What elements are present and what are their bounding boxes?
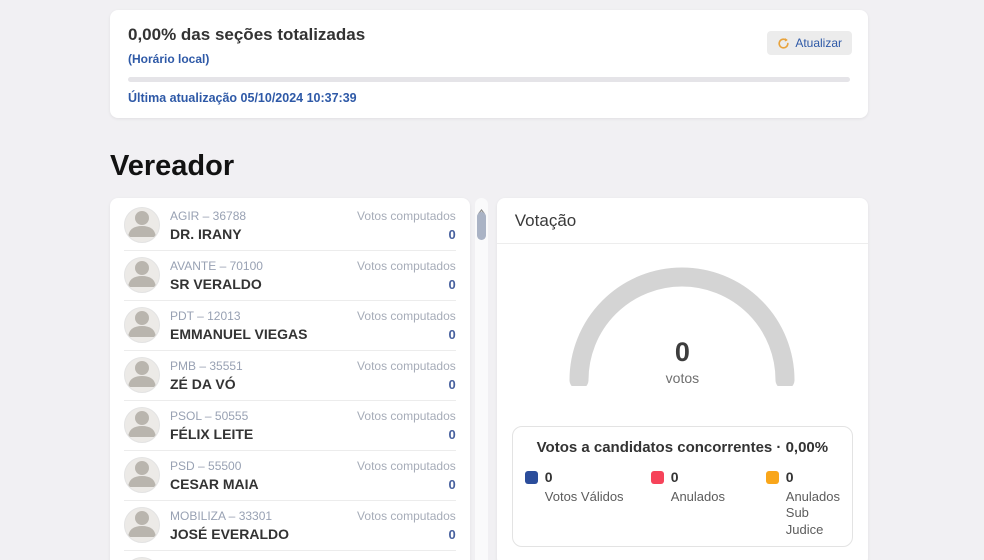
person-icon [125,508,159,542]
votes-computed-value: 0 [448,476,456,492]
anulados-sub-judice-swatch [765,471,779,484]
sections-progress-bar [128,77,850,82]
candidate-party-number: PSD – 55500 [170,458,242,473]
local-time-label: (Horário local) [128,52,210,66]
candidate-name: SR VERALDO [170,275,262,292]
sections-totalized-title: 0,00% das seções totalizadas [128,25,366,44]
candidate-row[interactable]: PSD – 55500 CESAR MAIA Votos computados … [124,451,456,501]
votes-computed-label: Votos computados [357,308,456,323]
legend-item-votos-validos: 0 Votos Válidos [524,469,651,538]
candidate-name: ZÉ DA VÓ [170,375,236,392]
candidate-party-number: MOBILIZA – 33301 [170,508,273,523]
anulados-value: 0 [670,469,679,485]
gauge-votes-value: 0 [674,337,690,367]
legend-item-anulados-sub-judice: 0 Anulados Sub Judice [765,469,840,538]
refresh-icon [777,37,790,50]
candidate-row[interactable]: PDT – 12013 EMMANUEL VIEGAS Votos comput… [124,301,456,351]
candidate-name: EMMANUEL VIEGAS [170,325,308,342]
refresh-button-label: Atualizar [795,36,842,50]
votes-computed-value: 0 [448,376,456,392]
votos-validos-swatch [524,471,538,484]
votes-computed-label: Votos computados [357,258,456,273]
person-icon [125,208,159,242]
candidate-row[interactable]: PSOL – 50555 FÉLIX LEITE Votos computado… [124,401,456,451]
anulados-swatch [650,471,664,484]
votes-computed-label: Votos computados [357,208,456,223]
candidate-party-number: PDT – 12013 [170,308,241,323]
person-icon [125,408,159,442]
candidate-party-number: AGIR – 36788 [170,208,247,223]
scroll-up-arrow-icon[interactable] [477,202,485,215]
votes-computed-label: Votos computados [357,508,456,523]
candidate-list: AGIR – 36788 DR. IRANY Votos computados … [110,198,470,560]
votos-validos-value: 0 [544,469,553,485]
refresh-button[interactable]: Atualizar [767,31,852,55]
person-icon [125,308,159,342]
votes-gauge: 0 votos [567,266,797,390]
candidate-row[interactable]: AGIR – 36788 DR. IRANY Votos computados … [124,201,456,251]
candidate-row[interactable]: PMB – 35551 ZÉ DA VÓ Votos computados 0 [124,351,456,401]
votes-computed-value: 0 [448,326,456,342]
candidate-name: DR. IRANY [170,225,242,242]
concurrent-votes-box: Votos a candidatos concorrentes · 0,00% … [511,426,853,547]
candidate-row[interactable]: MOBILIZA – 33301 JOSÉ EVERALDO Votos com… [124,501,456,551]
votes-computed-label: Votos computados [357,458,456,473]
anulados-sub-judice-value: 0 [785,469,794,485]
votes-computed-label: Votos computados [357,408,456,423]
page-title: Vereador [110,150,235,182]
candidate-avatar [124,207,160,243]
last-update-text: Última atualização 05/10/2024 10:37:39 [128,91,357,105]
candidate-avatar [124,257,160,293]
legend-item-anulados: 0 Anulados [650,469,766,538]
votes-computed-value: 0 [448,426,456,442]
votes-computed-value: 0 [448,526,456,542]
candidate-avatar [124,357,160,393]
person-icon [125,458,159,492]
votes-computed-value: 0 [448,226,456,242]
candidate-name: JOSÉ EVERALDO [170,525,290,542]
scrollbar-thumb[interactable] [476,212,486,240]
person-icon [125,358,159,392]
candidate-name: FÉLIX LEITE [170,425,254,442]
votes-computed-label: Votos computados [357,358,456,373]
candidate-party-number: AGIR – 36666 [170,559,310,560]
candidate-avatar [124,307,160,343]
anulados-sub-judice-label: Anulados Sub Judice [785,489,840,537]
person-icon [125,258,159,292]
votacao-card: Votação 0 votos Votos a candidatos conco… [496,198,868,560]
candidate-avatar [124,457,160,493]
anulados-label: Anulados [670,489,725,504]
candidate-avatar [124,507,160,543]
page-content: 0,00% das seções totalizadas (Horário lo… [110,0,868,560]
votacao-title: Votação [496,198,868,244]
totalization-summary-card: 0,00% das seções totalizadas (Horário lo… [110,10,868,118]
candidate-party-number: PMB – 35551 [170,358,243,373]
candidate-name: CESAR MAIA [170,475,259,492]
gauge-votes-unit: votos [665,370,700,386]
candidate-row[interactable]: AGIR – 36666 MARILEA DA SAÚDE Votos comp… [124,551,456,560]
concurrent-votes-title: Votos a candidatos concorrentes · 0,00% [536,439,829,456]
votes-computed-label: Votos computados [357,559,456,560]
candidate-party-number: AVANTE – 70100 [170,258,263,273]
candidate-avatar [124,407,160,443]
votos-validos-label: Votos Válidos [544,489,624,504]
votes-computed-value: 0 [448,276,456,292]
candidate-row[interactable]: AVANTE – 70100 SR VERALDO Votos computad… [124,251,456,301]
candidate-party-number: PSOL – 50555 [170,408,249,423]
candidate-list-scrollbar[interactable] [474,198,488,560]
gauge-arc [569,267,795,390]
